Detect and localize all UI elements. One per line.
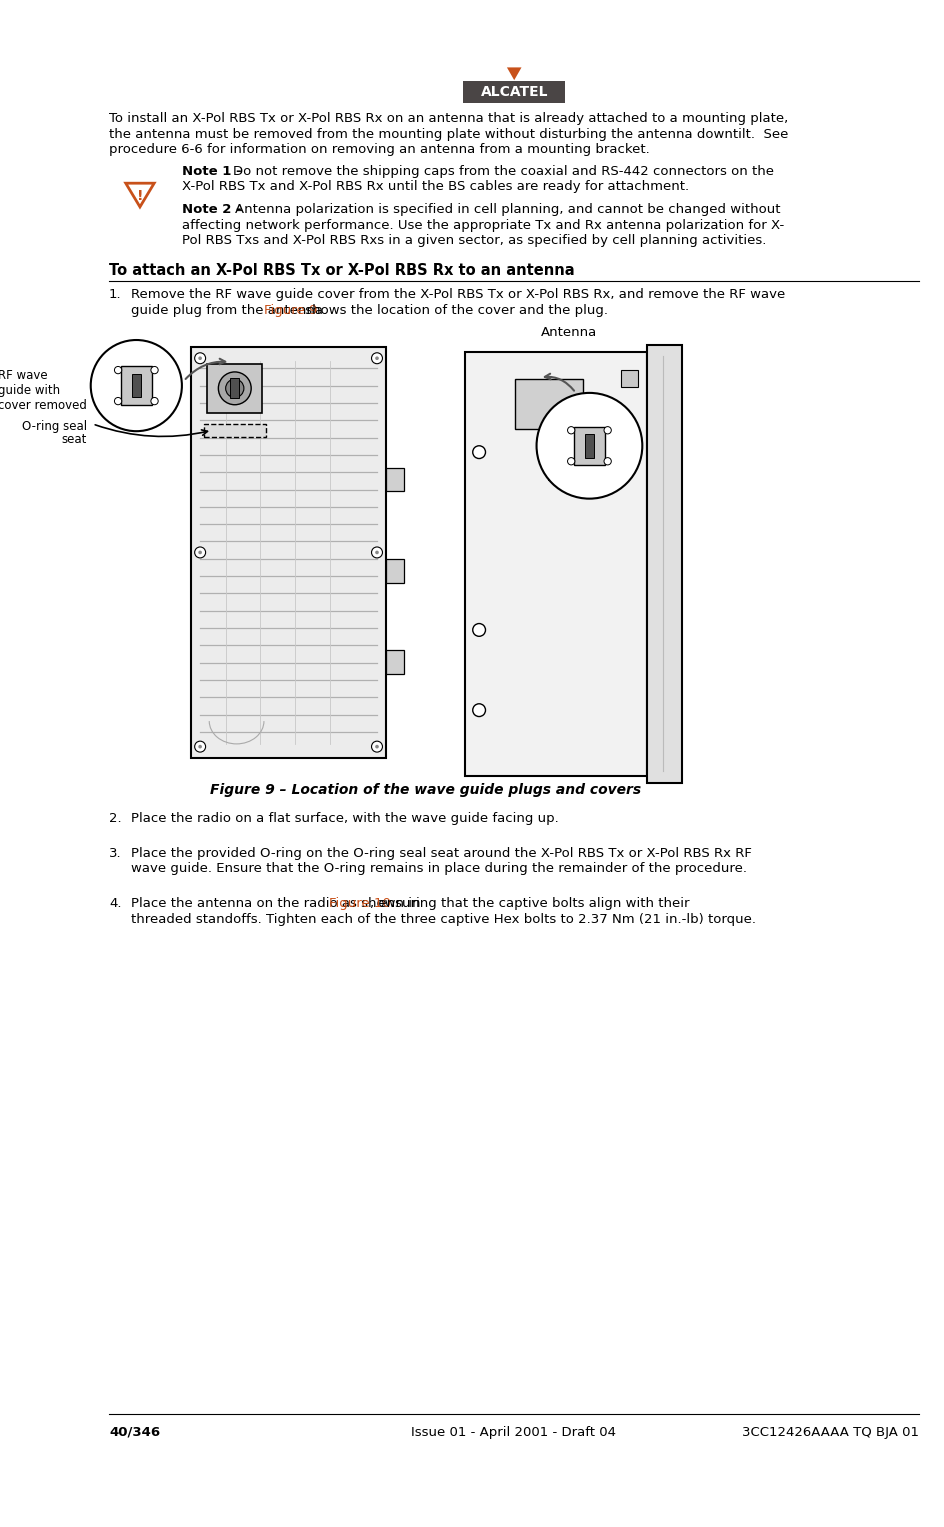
- Bar: [647, 345, 681, 783]
- Text: ALCATEL: ALCATEL: [480, 86, 548, 99]
- Text: 4.: 4.: [109, 896, 122, 910]
- Text: X-Pol RBS Tx and X-Pol RBS Rx until the BS cables are ready for attachment.: X-Pol RBS Tx and X-Pol RBS Rx until the …: [181, 180, 688, 194]
- Bar: [386, 467, 404, 492]
- Circle shape: [536, 392, 642, 499]
- Text: Note 2 -: Note 2 -: [181, 203, 245, 217]
- Circle shape: [151, 366, 158, 374]
- Circle shape: [194, 547, 206, 557]
- Bar: [131, 374, 141, 397]
- Text: To attach an X-Pol RBS Tx or X-Pol RBS Rx to an antenna: To attach an X-Pol RBS Tx or X-Pol RBS R…: [109, 263, 574, 278]
- Text: Place the radio on a flat surface, with the wave guide facing up.: Place the radio on a flat surface, with …: [130, 812, 558, 825]
- Text: 3CC12426AAAA TQ BJA 01: 3CC12426AAAA TQ BJA 01: [742, 1426, 919, 1438]
- Circle shape: [151, 397, 158, 405]
- Circle shape: [371, 741, 382, 753]
- Circle shape: [375, 356, 379, 360]
- Bar: [464, 351, 647, 776]
- Text: shows the location of the cover and the plug.: shows the location of the cover and the …: [301, 304, 608, 316]
- Text: wave guide. Ensure that the O-ring remains in place during the remainder of the : wave guide. Ensure that the O-ring remai…: [130, 863, 746, 875]
- Text: seat: seat: [61, 434, 87, 446]
- Bar: [121, 366, 152, 405]
- Circle shape: [472, 623, 485, 637]
- Text: Figure 9 – Location of the wave guide plugs and covers: Figure 9 – Location of the wave guide pl…: [210, 783, 640, 797]
- Circle shape: [194, 353, 206, 363]
- Bar: [573, 426, 604, 464]
- Text: Do not remove the shipping caps from the coaxial and RS-442 connectors on the: Do not remove the shipping caps from the…: [233, 165, 773, 179]
- Text: To install an X-Pol RBS Tx or X-Pol RBS Rx on an antenna that is already attache: To install an X-Pol RBS Tx or X-Pol RBS …: [109, 111, 787, 125]
- Circle shape: [91, 341, 181, 431]
- Text: 1.: 1.: [109, 289, 122, 301]
- Text: threaded standoffs. Tighten each of the three captive Hex bolts to 2.37 Nm (21 i: threaded standoffs. Tighten each of the …: [130, 913, 755, 925]
- Text: guide plug from the antenna.: guide plug from the antenna.: [130, 304, 330, 316]
- Text: Antenna polarization is specified in cell planning, and cannot be changed withou: Antenna polarization is specified in cel…: [234, 203, 780, 217]
- Text: Pol RBS Txs and X-Pol RBS Rxs in a given sector, as specified by cell planning a: Pol RBS Txs and X-Pol RBS Rxs in a given…: [181, 234, 766, 247]
- Text: !: !: [137, 189, 143, 203]
- Bar: [207, 363, 261, 412]
- Text: 2.: 2.: [109, 812, 122, 825]
- Bar: [230, 379, 239, 399]
- Circle shape: [567, 458, 574, 464]
- Circle shape: [603, 426, 611, 434]
- Circle shape: [472, 446, 485, 458]
- Bar: [584, 434, 594, 458]
- Bar: [386, 651, 404, 673]
- Circle shape: [218, 373, 251, 405]
- Circle shape: [198, 551, 202, 554]
- Text: Figure 10: Figure 10: [329, 896, 390, 910]
- Text: O-ring seal: O-ring seal: [22, 420, 87, 434]
- Text: Place the antenna on the radio as shown in: Place the antenna on the radio as shown …: [130, 896, 424, 910]
- Bar: [386, 559, 404, 582]
- Circle shape: [226, 379, 244, 397]
- Text: Note 1 -: Note 1 -: [181, 165, 245, 179]
- Circle shape: [198, 356, 202, 360]
- Circle shape: [472, 704, 485, 716]
- Bar: [463, 81, 565, 102]
- Circle shape: [603, 458, 611, 464]
- Text: 3.: 3.: [109, 847, 122, 860]
- Circle shape: [371, 353, 382, 363]
- Circle shape: [375, 745, 379, 748]
- Text: affecting network performance. Use the appropriate Tx and Rx antenna polarizatio: affecting network performance. Use the a…: [181, 218, 784, 232]
- Text: 40/346: 40/346: [109, 1426, 160, 1438]
- Bar: [204, 425, 265, 437]
- Bar: [514, 379, 582, 429]
- Text: procedure 6-6 for information on removing an antenna from a mounting bracket.: procedure 6-6 for information on removin…: [109, 144, 649, 156]
- Circle shape: [371, 547, 382, 557]
- Text: Antenna: Antenna: [541, 327, 597, 339]
- Circle shape: [194, 741, 206, 753]
- Text: Place the provided O-ring on the O-ring seal seat around the X-Pol RBS Tx or X-P: Place the provided O-ring on the O-ring …: [130, 847, 750, 860]
- Circle shape: [567, 426, 574, 434]
- Circle shape: [375, 551, 379, 554]
- Polygon shape: [506, 67, 521, 81]
- Circle shape: [114, 366, 122, 374]
- Circle shape: [198, 745, 202, 748]
- Text: the antenna must be removed from the mounting plate without disturbing the anten: the antenna must be removed from the mou…: [109, 128, 787, 140]
- Circle shape: [114, 397, 122, 405]
- Text: Issue 01 - April 2001 - Draft 04: Issue 01 - April 2001 - Draft 04: [411, 1426, 615, 1438]
- Text: Remove the RF wave guide cover from the X-Pol RBS Tx or X-Pol RBS Rx, and remove: Remove the RF wave guide cover from the …: [130, 289, 784, 301]
- Bar: [191, 347, 386, 757]
- Text: RF wave
guide with
cover removed: RF wave guide with cover removed: [0, 370, 87, 412]
- Text: RF wave
guide with
plug removed: RF wave guide with plug removed: [546, 438, 628, 481]
- Bar: [621, 370, 637, 386]
- Text: , ensuring that the captive bolts align with their: , ensuring that the captive bolts align …: [370, 896, 689, 910]
- Text: Figure 9: Figure 9: [264, 304, 317, 316]
